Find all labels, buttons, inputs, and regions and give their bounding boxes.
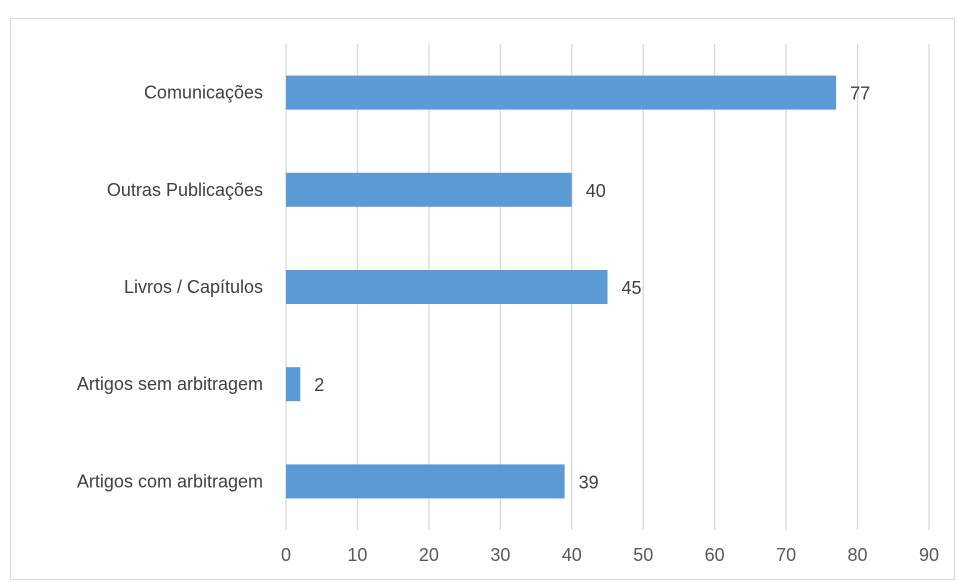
category-label: Artigos com arbitragem	[77, 471, 263, 491]
bar	[286, 172, 572, 207]
bar	[286, 367, 301, 402]
category-label: Comunicações	[144, 83, 263, 103]
category-label: Livros / Capítulos	[124, 277, 263, 297]
x-tick-label: 80	[848, 545, 868, 565]
data-labels: 77 40 45 2 39	[314, 84, 870, 493]
data-label: 2	[314, 375, 324, 395]
x-tick-label: 40	[562, 545, 582, 565]
x-tick-label: 70	[776, 545, 796, 565]
data-label: 77	[850, 84, 870, 104]
data-label: 45	[622, 278, 642, 298]
category-labels: Comunicações Outras Publicações Livros / C…	[77, 83, 263, 492]
x-tick-label: 60	[705, 545, 725, 565]
category-label: Artigos sem arbitragem	[77, 374, 263, 394]
x-tick-label: 50	[633, 545, 653, 565]
x-tick-label: 90	[919, 545, 939, 565]
x-tick-labels: 0 10 20 30 40 50 60 70 80 90	[281, 545, 939, 565]
category-label: Outras Publicações	[107, 180, 263, 200]
bar	[286, 75, 837, 110]
x-tick-label: 20	[419, 545, 439, 565]
x-tick-label: 30	[490, 545, 510, 565]
x-tick-label: 0	[281, 545, 291, 565]
bar	[286, 270, 608, 304]
data-label: 40	[586, 181, 606, 201]
gridlines	[285, 44, 930, 530]
x-tick-label: 10	[347, 545, 367, 565]
bar	[286, 464, 565, 499]
bars	[286, 75, 837, 499]
data-label: 39	[579, 472, 599, 492]
